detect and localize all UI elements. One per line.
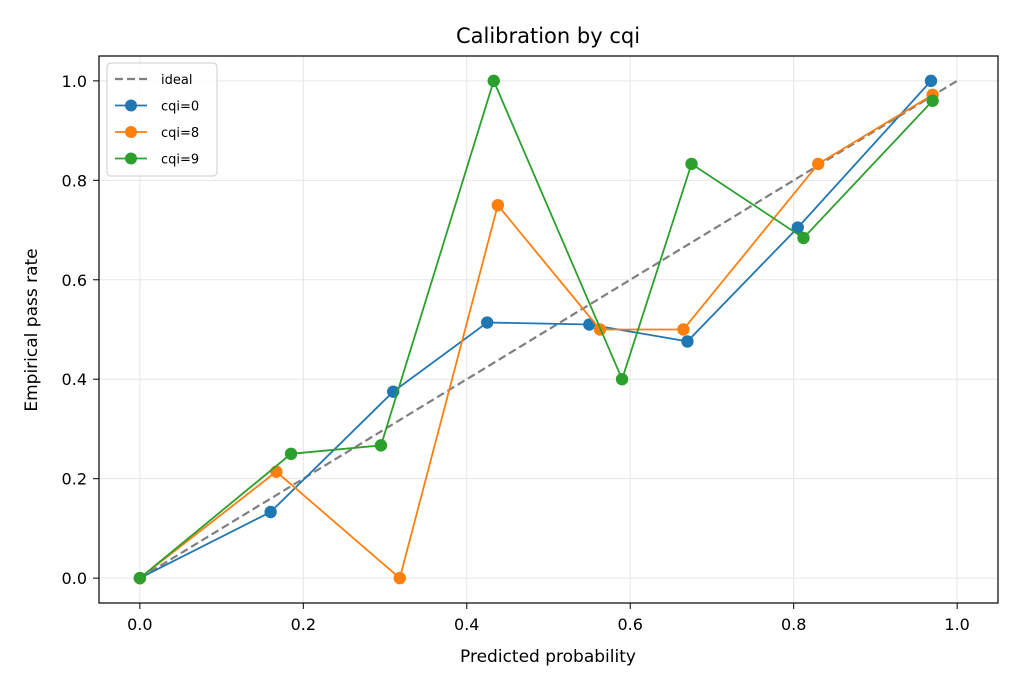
legend-swatch-marker-cqi=9 xyxy=(125,152,137,165)
data-point-cqi=0 xyxy=(791,221,804,234)
legend-label-cqi=8: cqi=8 xyxy=(161,126,199,141)
data-point-cqi=8 xyxy=(393,571,406,585)
legend-swatch-marker-cqi=8 xyxy=(125,126,137,138)
data-point-cqi=0 xyxy=(583,318,596,331)
data-point-cqi=0 xyxy=(681,335,694,348)
y-axis-label: Empirical pass rate xyxy=(22,248,42,411)
data-point-cqi=9 xyxy=(685,157,698,171)
series-line-cqi=0 xyxy=(139,80,932,579)
data-point-cqi=9 xyxy=(926,94,939,107)
x-tick-label: 0.2 xyxy=(291,615,316,634)
legend-swatch-marker-cqi=0 xyxy=(125,99,137,112)
y-tick-label: 0.6 xyxy=(62,271,87,290)
data-point-cqi=9 xyxy=(133,571,147,585)
y-tick-label: 0.2 xyxy=(62,470,87,489)
series-line-cqi=9 xyxy=(139,78,934,579)
x-tick-label: 1.0 xyxy=(944,615,969,634)
x-tick-label: 0.8 xyxy=(781,615,806,634)
series-line-cqi=8 xyxy=(139,94,934,580)
data-point-cqi=0 xyxy=(481,316,494,329)
data-point-cqi=8 xyxy=(270,465,283,478)
y-tick-label: 1.0 xyxy=(62,72,87,91)
legend-label-ideal: ideal xyxy=(161,73,192,88)
data-point-cqi=9 xyxy=(487,74,500,88)
data-point-cqi=8 xyxy=(677,323,690,336)
data-point-cqi=8 xyxy=(491,198,505,212)
y-tick-label: 0.8 xyxy=(62,171,87,190)
chart-title: Calibration by cqi xyxy=(456,24,640,48)
legend-label-cqi=9: cqi=9 xyxy=(161,153,199,168)
y-tick-label: 0.4 xyxy=(62,370,87,389)
data-point-cqi=9 xyxy=(797,231,810,245)
data-point-cqi=9 xyxy=(615,373,629,386)
y-tick-label: 0.0 xyxy=(62,569,87,588)
data-point-cqi=0 xyxy=(264,505,277,519)
axes-frame xyxy=(98,55,999,604)
data-point-cqi=9 xyxy=(284,447,298,461)
x-tick-label: 0.0 xyxy=(127,615,152,634)
x-tick-label: 0.4 xyxy=(454,615,479,634)
legend-label-cqi=0: cqi=0 xyxy=(161,100,199,115)
x-tick-label: 0.6 xyxy=(618,615,643,634)
data-point-cqi=0 xyxy=(924,74,938,88)
legend-box xyxy=(106,62,218,177)
data-point-cqi=9 xyxy=(374,439,388,452)
x-axis-label: Predicted probability xyxy=(460,647,636,667)
data-point-cqi=8 xyxy=(812,157,825,171)
